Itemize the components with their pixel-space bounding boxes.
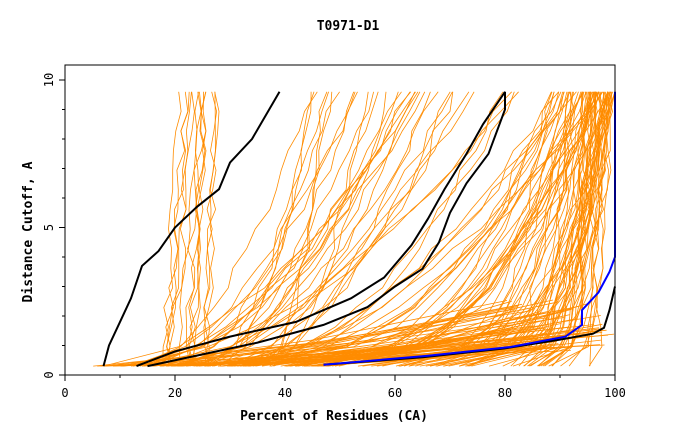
model-curve [284,311,559,367]
model-curve [221,91,610,367]
model-curve [437,91,579,367]
model-curve [203,91,218,367]
y-axis-title: Distance Cutoff, A [21,161,36,302]
model-curve [174,91,412,367]
model-curve [177,91,399,367]
background-model-lines [93,91,616,367]
model-curve [230,91,560,367]
model-curve [131,91,356,367]
model-curve [207,91,555,367]
model-curve [219,91,312,367]
model-curve [167,91,195,367]
model-curve [207,91,555,367]
x-axis-ticks: 0 20 40 60 80 100 [61,375,626,400]
model-curve [152,91,358,367]
x-tick-label: 80 [498,386,512,400]
x-tick-label: 100 [604,386,626,400]
model-curve [290,321,538,367]
model-curve [273,91,504,367]
model-curve [189,91,207,367]
model-curve [141,343,531,367]
x-axis-title: Percent of Residues (CA) [240,409,428,424]
model-curve [204,301,559,367]
chart-title: T0971-D1 [317,19,380,34]
model-curve [295,318,578,367]
model-curve [589,91,604,367]
y-tick-label: 5 [42,224,56,231]
model-curve [103,91,419,367]
series-line-1 [102,91,281,367]
model-curve [588,91,609,367]
x-tick-label: 20 [168,386,182,400]
model-curve [188,91,206,367]
model-curve [448,91,596,367]
model-curve [170,326,569,367]
model-curve [166,91,207,367]
series-line-3 [147,91,506,368]
model-curve [248,91,562,367]
model-curve [122,308,573,367]
model-curve [236,91,515,367]
model-curve [196,91,355,367]
model-curve [325,302,592,367]
model-curve [408,91,590,367]
model-curve [548,91,613,367]
model-curve [203,91,220,367]
model-curve [137,91,512,367]
model-curve [221,91,564,367]
model-curve [185,91,199,367]
model-curve [280,91,565,367]
model-curve [249,91,387,367]
model-curve [139,91,426,367]
x-tick-label: 40 [278,386,292,400]
series-line-5 [323,91,616,366]
model-curve [240,331,594,367]
model-curve [100,332,603,367]
model-curve [173,91,439,367]
model-curve [227,91,421,367]
model-curve [203,91,217,367]
model-curve [395,91,570,367]
x-tick-label: 60 [388,386,402,400]
y-tick-label: 10 [42,73,56,87]
model-curve [302,91,585,367]
model-curve [209,91,470,367]
model-curve [207,91,315,367]
model-curve [162,91,374,367]
model-curve [162,91,182,367]
model-curve [252,91,560,367]
model-curve [207,91,379,367]
x-tick-label: 0 [61,386,68,400]
model-curve [132,91,411,367]
model-curve [408,91,553,367]
model-curve [136,91,318,367]
series-lines [102,91,616,368]
model-curve [544,91,592,367]
model-curve [212,91,603,367]
y-axis-ticks: 0 5 10 [42,73,65,379]
series-line-2 [136,91,506,368]
model-curve [167,91,475,367]
model-curve [178,91,416,367]
model-curve [228,91,454,367]
model-curve [262,91,333,367]
model-curve [262,91,583,367]
model-curve [471,91,608,367]
y-tick-label: 0 [42,371,56,378]
model-curve [568,91,606,367]
model-curve [185,91,453,367]
model-curve [272,91,369,367]
model-curve [178,91,192,367]
model-curve [205,91,329,367]
model-curve [311,91,584,367]
model-curve [430,91,598,367]
model-curve [93,310,530,367]
